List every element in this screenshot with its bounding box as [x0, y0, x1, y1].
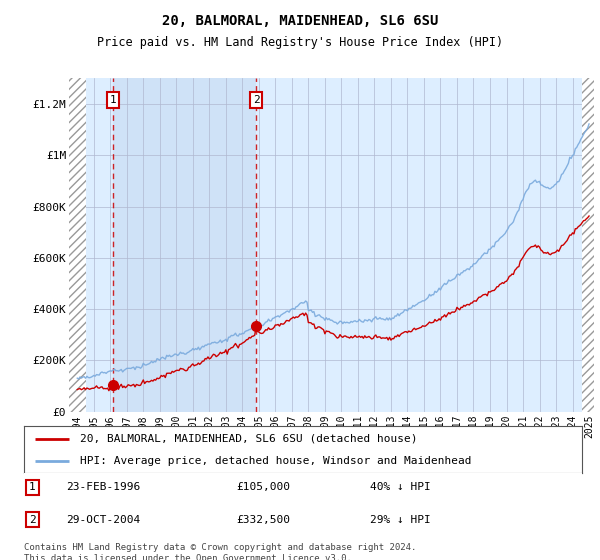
- Text: 29-OCT-2004: 29-OCT-2004: [66, 515, 140, 525]
- Text: HPI: Average price, detached house, Windsor and Maidenhead: HPI: Average price, detached house, Wind…: [80, 456, 472, 466]
- Text: £105,000: £105,000: [236, 482, 290, 492]
- Text: Contains HM Land Registry data © Crown copyright and database right 2024.
This d: Contains HM Land Registry data © Crown c…: [24, 543, 416, 560]
- Text: 20, BALMORAL, MAIDENHEAD, SL6 6SU: 20, BALMORAL, MAIDENHEAD, SL6 6SU: [162, 14, 438, 28]
- Text: 40% ↓ HPI: 40% ↓ HPI: [370, 482, 431, 492]
- Text: Price paid vs. HM Land Registry's House Price Index (HPI): Price paid vs. HM Land Registry's House …: [97, 36, 503, 49]
- Text: 23-FEB-1996: 23-FEB-1996: [66, 482, 140, 492]
- Text: £332,500: £332,500: [236, 515, 290, 525]
- Text: 20, BALMORAL, MAIDENHEAD, SL6 6SU (detached house): 20, BALMORAL, MAIDENHEAD, SL6 6SU (detac…: [80, 434, 418, 444]
- Text: 1: 1: [109, 95, 116, 105]
- Text: 29% ↓ HPI: 29% ↓ HPI: [370, 515, 431, 525]
- Bar: [69, 78, 86, 412]
- Text: 2: 2: [253, 95, 259, 105]
- Bar: [583, 78, 599, 412]
- Text: 2: 2: [29, 515, 36, 525]
- Bar: [113, 78, 256, 412]
- Text: 1: 1: [29, 482, 36, 492]
